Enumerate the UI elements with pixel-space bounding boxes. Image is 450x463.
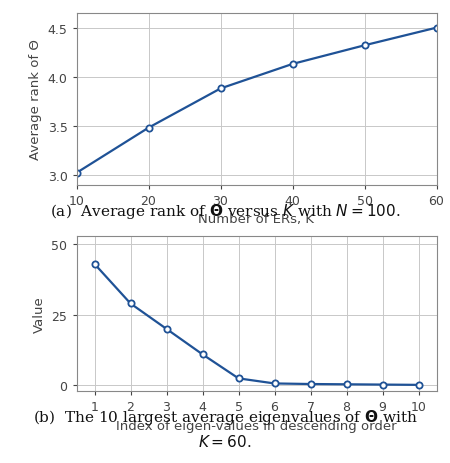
- Y-axis label: Value: Value: [33, 295, 46, 332]
- X-axis label: Number of ERs, K: Number of ERs, K: [198, 213, 315, 225]
- Text: (b)  The 10 largest average eigenvalues of $\mathbf{\Theta}$ with
$K = 60$.: (b) The 10 largest average eigenvalues o…: [33, 407, 417, 449]
- Y-axis label: Average rank of Θ: Average rank of Θ: [29, 39, 42, 160]
- X-axis label: Index of eigen-values in descending order: Index of eigen-values in descending orde…: [116, 419, 397, 432]
- Text: (a)  Average rank of $\mathbf{\Theta}$ versus $K$ with $N=100$.: (a) Average rank of $\mathbf{\Theta}$ ve…: [50, 201, 400, 220]
